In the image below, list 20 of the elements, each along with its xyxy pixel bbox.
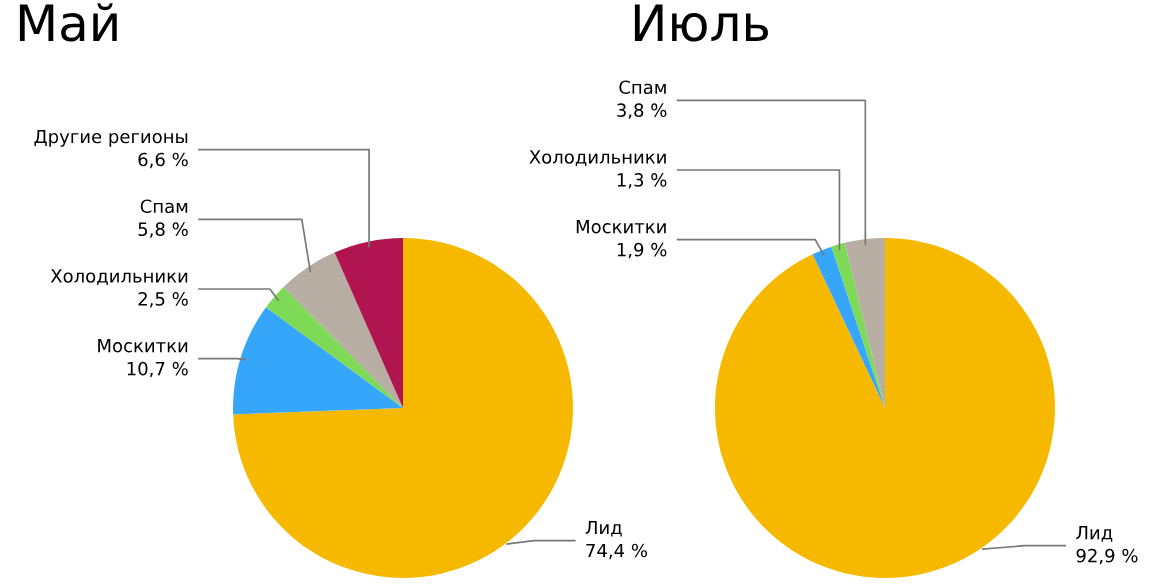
data-label: 1,3 % xyxy=(617,173,667,189)
data-label: 2,5 % xyxy=(138,292,188,308)
slice-label: Холодильники xyxy=(50,269,188,285)
slice-label: Лид xyxy=(585,520,622,537)
chart-title: Июль xyxy=(634,4,768,42)
slice-label: Спам xyxy=(140,199,188,214)
data-label: 5,8 % xyxy=(138,222,188,238)
data-label: 10,7 % xyxy=(127,361,188,378)
data-label: 1,9 % xyxy=(617,242,667,259)
slice-label: Лид xyxy=(1076,526,1113,542)
slice-label: Другие регионы xyxy=(34,129,188,147)
slice-label: Холодильники xyxy=(529,150,666,166)
slice-label: Москитки xyxy=(98,339,188,353)
data-label: 3,8 % xyxy=(617,103,667,119)
data-label: 92,9 % xyxy=(1076,548,1138,565)
slice-label: Спам xyxy=(619,80,666,95)
data-label: 6,6 % xyxy=(138,152,188,169)
data-label: 74,4 % xyxy=(586,543,647,560)
chart-title: Май xyxy=(19,3,117,42)
slice-label: Москитки xyxy=(576,220,666,234)
